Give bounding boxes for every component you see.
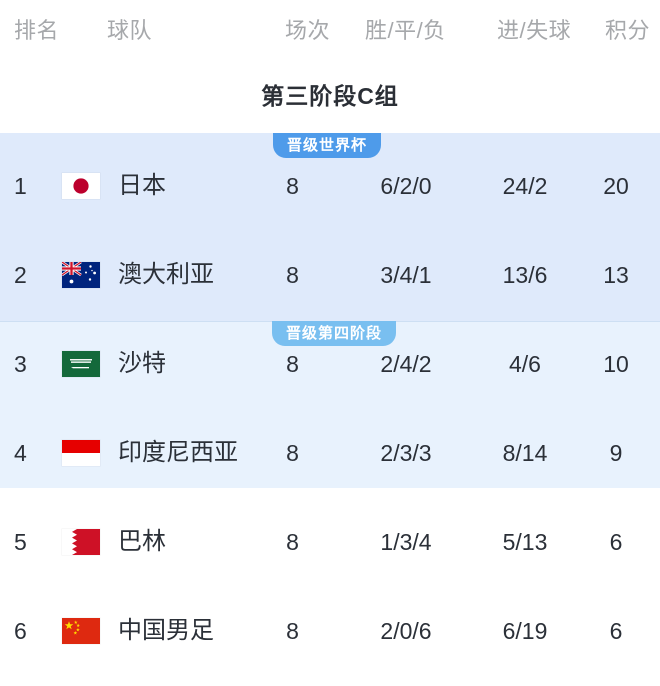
row-points: 13 xyxy=(603,262,629,288)
row-rank: 2 xyxy=(14,262,27,288)
row-wdl: 1/3/4 xyxy=(380,529,432,555)
row-played: 8 xyxy=(286,173,299,199)
table-row[interactable]: 6 中国男足 8 2/0/6 6/19 6 xyxy=(0,587,660,676)
flag-bahrain-icon xyxy=(62,529,104,557)
row-goals: 8/14 xyxy=(502,440,548,466)
table-row[interactable]: 4 印度尼西亚 8 2/3/3 8/14 9 xyxy=(0,409,660,498)
row-wdl: 2/4/2 xyxy=(380,351,432,377)
zone-round-four xyxy=(0,321,660,488)
row-wdl: 2/0/6 xyxy=(380,618,432,644)
row-goals: 24/2 xyxy=(502,173,548,199)
row-rank: 6 xyxy=(14,618,27,644)
row-team: 日本 xyxy=(118,172,166,199)
zone-eliminated xyxy=(0,488,660,686)
row-played: 8 xyxy=(286,618,299,644)
row-team: 澳大利亚 xyxy=(118,261,214,288)
flag-china-icon xyxy=(62,618,104,646)
table-row[interactable]: 5 巴林 8 1/3/4 5/13 6 xyxy=(0,498,660,587)
row-wdl: 3/4/1 xyxy=(380,262,432,288)
row-played: 8 xyxy=(286,351,299,377)
badge-qualify-world-cup: 晋级世界杯 xyxy=(273,133,382,158)
row-points: 10 xyxy=(603,351,629,377)
row-rank: 4 xyxy=(14,440,27,466)
row-points: 9 xyxy=(609,440,623,466)
table-header-row: 排名 球队 场次 胜/平/负 进/失球 积分 xyxy=(0,0,660,62)
row-goals: 5/13 xyxy=(502,529,548,555)
zone-world-cup xyxy=(0,133,660,321)
row-goals: 13/6 xyxy=(502,262,548,288)
row-played: 8 xyxy=(286,529,299,555)
row-goals: 4/6 xyxy=(509,351,541,377)
table-row[interactable]: 1 日本 8 6/2/0 24/2 20 xyxy=(0,142,660,231)
column-header-goals: 进/失球 xyxy=(497,18,572,43)
row-goals: 6/19 xyxy=(502,618,548,644)
column-header-points: 积分 xyxy=(605,18,651,43)
row-played: 8 xyxy=(286,262,299,288)
row-wdl: 2/3/3 xyxy=(380,440,432,466)
flag-japan-icon xyxy=(62,173,104,201)
table-row[interactable]: 2 澳大利亚 xyxy=(0,231,660,320)
row-rank: 1 xyxy=(14,173,27,199)
row-points: 20 xyxy=(603,173,629,199)
column-header-wdl: 胜/平/负 xyxy=(365,18,446,43)
row-team: 印度尼西亚 xyxy=(118,439,238,466)
badge-qualify-round-four: 晋级第四阶段 xyxy=(272,321,397,346)
row-played: 8 xyxy=(286,440,299,466)
table-row[interactable]: 3 沙特 8 2/4/2 4/6 10 xyxy=(0,320,660,409)
column-header-rank: 排名 xyxy=(14,18,60,43)
row-team: 中国男足 xyxy=(118,617,214,644)
flag-australia-icon xyxy=(62,262,104,290)
row-rank: 5 xyxy=(14,529,27,555)
row-wdl: 6/2/0 xyxy=(380,173,432,199)
row-points: 6 xyxy=(609,618,623,644)
column-header-team: 球队 xyxy=(107,18,153,43)
page-title: 第三阶段C组 xyxy=(261,83,399,109)
row-points: 6 xyxy=(609,529,623,555)
flag-saudi-arabia-icon xyxy=(62,351,104,379)
column-header-played: 场次 xyxy=(285,18,331,43)
row-team: 巴林 xyxy=(118,528,166,555)
row-team: 沙特 xyxy=(118,350,166,377)
row-rank: 3 xyxy=(14,351,27,377)
flag-indonesia-icon xyxy=(62,440,104,468)
